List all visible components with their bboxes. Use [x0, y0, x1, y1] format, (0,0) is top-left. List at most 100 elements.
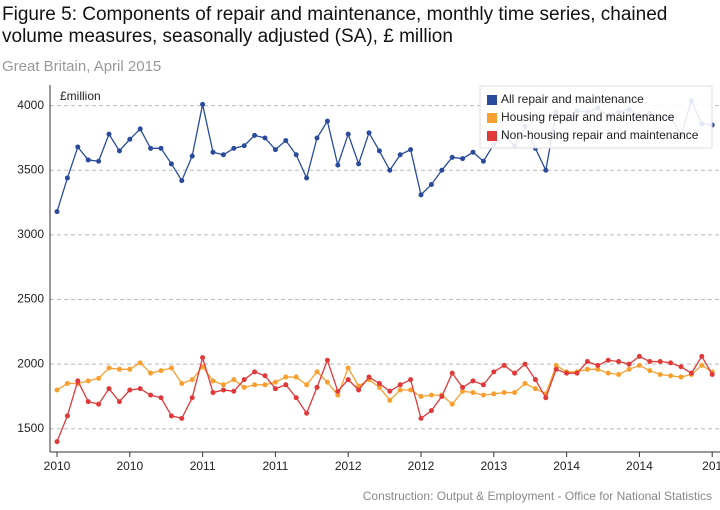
data-point — [158, 395, 164, 401]
data-point — [324, 379, 330, 385]
data-point — [116, 366, 122, 372]
data-point — [460, 384, 466, 390]
data-point — [616, 359, 622, 365]
data-point — [96, 158, 102, 164]
data-point — [605, 370, 611, 376]
data-point — [96, 401, 102, 407]
data-point — [470, 378, 476, 384]
data-point — [148, 392, 154, 398]
chart: £million 1500 2000 2500 3000 3500 4000 2010 201… — [17, 85, 720, 473]
data-point — [387, 388, 393, 394]
data-point — [179, 381, 185, 387]
data-point — [397, 387, 403, 393]
data-point — [387, 397, 393, 403]
data-point — [106, 131, 112, 137]
data-point — [231, 388, 237, 394]
data-point — [127, 136, 133, 142]
data-point — [428, 182, 434, 188]
data-point — [106, 365, 112, 371]
data-point — [127, 387, 133, 393]
data-point — [293, 152, 299, 158]
data-point — [460, 156, 466, 162]
data-point — [491, 369, 497, 375]
data-point — [460, 388, 466, 394]
data-point — [324, 357, 330, 363]
data-point — [324, 118, 330, 124]
data-point — [408, 377, 414, 383]
legend-label: Housing repair and maintenance — [501, 110, 675, 124]
legend-swatch — [487, 113, 497, 123]
data-point — [220, 387, 226, 393]
data-point — [512, 370, 518, 376]
data-point — [668, 373, 674, 379]
data-point — [335, 162, 341, 168]
data-point — [345, 377, 351, 383]
data-point — [137, 386, 143, 392]
data-point — [532, 386, 538, 392]
data-point — [428, 392, 434, 398]
x-tick-label: 2013 — [480, 459, 507, 473]
series-line — [56, 362, 713, 406]
data-point — [356, 161, 362, 167]
data-point — [116, 148, 122, 154]
data-point — [335, 388, 341, 394]
data-point — [96, 375, 102, 381]
data-point — [64, 413, 70, 419]
data-point — [428, 408, 434, 414]
data-point — [470, 390, 476, 396]
y-tick-label: 2000 — [17, 356, 44, 370]
data-point — [449, 154, 455, 160]
y-tick-label: 2500 — [17, 292, 44, 306]
data-point — [220, 152, 226, 158]
data-point — [64, 175, 70, 181]
data-point — [314, 384, 320, 390]
data-point — [314, 369, 320, 375]
data-point — [137, 126, 143, 132]
data-point — [678, 364, 684, 370]
data-point — [480, 158, 486, 164]
data-point — [335, 392, 341, 398]
data-point — [418, 415, 424, 421]
data-point — [189, 395, 195, 401]
data-point — [522, 361, 528, 367]
data-point — [116, 399, 122, 405]
data-point — [168, 365, 174, 371]
data-point — [252, 382, 258, 388]
data-point — [231, 145, 237, 151]
data-point — [64, 381, 70, 387]
chart-title: Figure 5: Components of repair and maint… — [2, 4, 668, 47]
x-tick-label: 2010 — [44, 459, 71, 473]
data-point — [345, 131, 351, 137]
data-point — [449, 401, 455, 407]
data-point — [54, 209, 60, 215]
data-point — [387, 167, 393, 173]
data-point — [397, 152, 403, 158]
data-point — [356, 383, 362, 389]
series-line — [56, 355, 713, 442]
y-tick-label: 3000 — [17, 227, 44, 241]
legend-label: Non-housing repair and maintenance — [501, 128, 699, 142]
data-point — [699, 362, 705, 368]
data-point — [532, 377, 538, 383]
data-point — [200, 101, 206, 107]
data-point — [501, 362, 507, 368]
data-point — [626, 366, 632, 372]
data-point — [231, 377, 237, 383]
data-point — [584, 359, 590, 365]
data-point — [699, 353, 705, 359]
data-point — [262, 373, 268, 379]
x-tick-label: 2014 — [626, 459, 653, 473]
data-point — [54, 439, 60, 445]
data-point — [168, 161, 174, 167]
data-point — [668, 360, 674, 366]
data-point — [657, 359, 663, 365]
data-point — [408, 147, 414, 153]
data-point — [85, 399, 91, 405]
data-point — [553, 366, 559, 372]
legend-box — [479, 85, 713, 149]
data-point — [564, 370, 570, 376]
data-point — [304, 175, 310, 181]
data-point — [574, 370, 580, 376]
data-point — [75, 144, 81, 150]
data-point — [584, 366, 590, 372]
